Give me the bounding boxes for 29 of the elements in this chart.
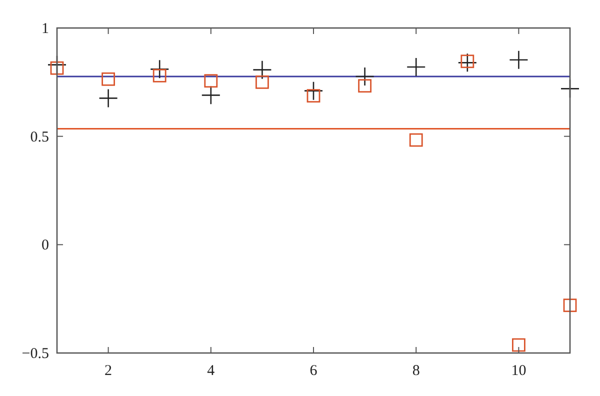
y-tick-label: −0.5 <box>22 346 49 362</box>
y-tick-label: 0.5 <box>30 129 49 146</box>
point <box>204 74 218 88</box>
point <box>102 72 115 86</box>
point <box>509 50 528 70</box>
point <box>256 75 269 89</box>
point <box>98 88 118 108</box>
point <box>458 53 478 72</box>
x-tick-label: 8 <box>412 363 420 379</box>
point <box>355 66 374 86</box>
point <box>512 338 526 352</box>
point <box>150 60 170 79</box>
point <box>358 79 372 93</box>
point <box>563 298 577 312</box>
x-tick-label: 4 <box>207 363 216 379</box>
point <box>306 89 320 103</box>
point <box>460 54 474 68</box>
point <box>201 86 221 105</box>
y-tick-label: 0 <box>42 238 49 254</box>
point <box>252 60 272 80</box>
point <box>406 57 426 77</box>
x-tick-label: 2 <box>104 363 112 379</box>
point <box>304 81 324 100</box>
x-tick-label: 6 <box>310 363 318 379</box>
point <box>50 61 64 75</box>
y-tick-label: 1 <box>42 21 49 37</box>
x-tick-label: 10 <box>511 363 526 379</box>
point <box>152 68 166 82</box>
point <box>409 133 423 147</box>
